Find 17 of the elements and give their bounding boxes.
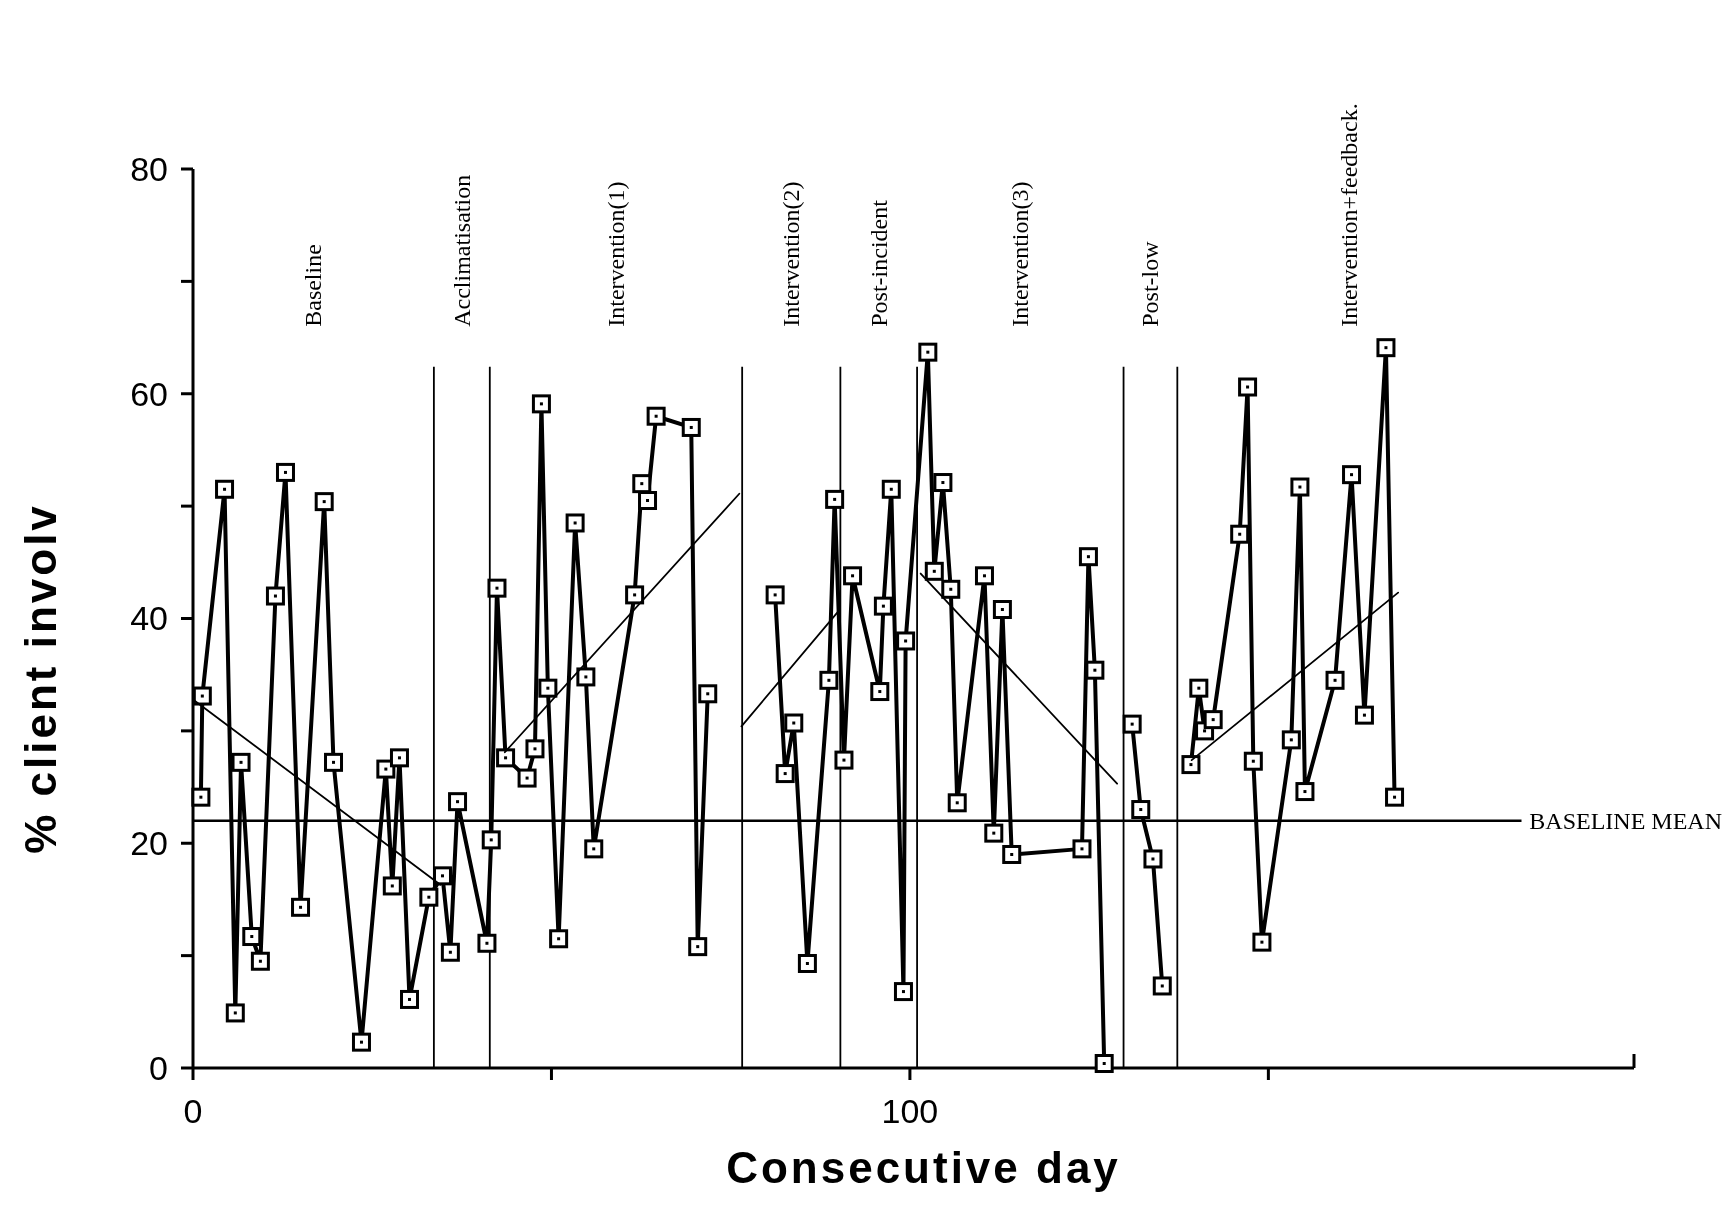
annotation: Intervention(1) — [602, 181, 629, 327]
ref-line-label: BASELINE MEAN — [1529, 808, 1722, 835]
y-tick-label: 20 — [130, 824, 168, 863]
annotation: Intervention+feedback. — [1336, 103, 1363, 327]
annotation: Post-low — [1137, 240, 1164, 327]
y-axis-title: % client involv — [16, 503, 65, 854]
y-tick-label: 80 — [130, 149, 168, 188]
x-axis-title: Consecutive day — [726, 1143, 1121, 1192]
annotation: Acclimatisation — [448, 174, 475, 327]
annotation: Intervention(3) — [1007, 181, 1034, 327]
y-tick-label: 40 — [130, 599, 168, 638]
x-tick-label: 100 — [881, 1092, 939, 1130]
annotation: Post-incident — [865, 199, 892, 327]
y-tick-label: 60 — [130, 374, 168, 413]
y-tick-label: 0 — [149, 1048, 168, 1087]
annotation: Intervention(2) — [778, 181, 805, 327]
annotation: Baseline — [300, 244, 327, 327]
